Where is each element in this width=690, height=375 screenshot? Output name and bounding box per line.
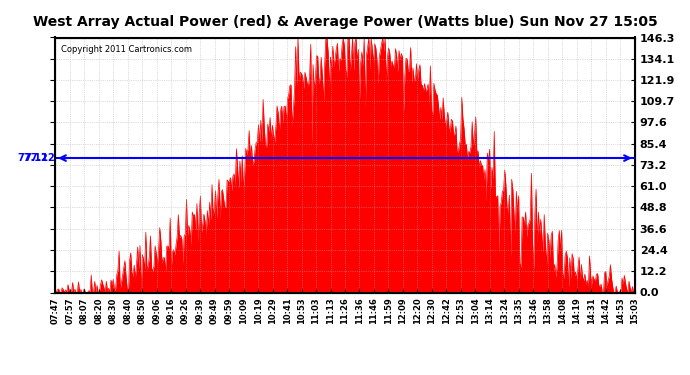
Text: West Array Actual Power (red) & Average Power (Watts blue) Sun Nov 27 15:05: West Array Actual Power (red) & Average …: [32, 15, 658, 29]
Text: 77.12: 77.12: [24, 153, 55, 163]
Text: 77.12: 77.12: [17, 153, 48, 163]
Text: Copyright 2011 Cartronics.com: Copyright 2011 Cartronics.com: [61, 45, 192, 54]
